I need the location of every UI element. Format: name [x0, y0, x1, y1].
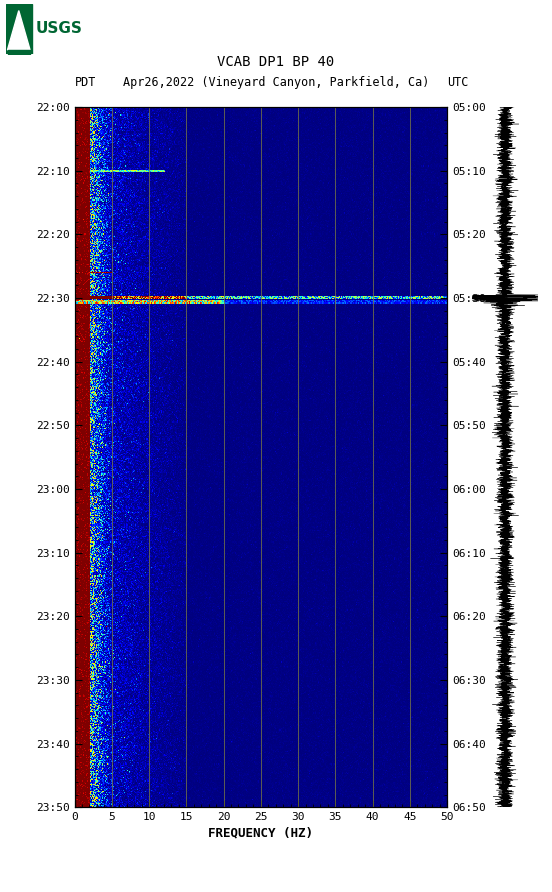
Text: USGS: USGS	[35, 21, 82, 37]
Text: Apr26,2022 (Vineyard Canyon, Parkfield, Ca): Apr26,2022 (Vineyard Canyon, Parkfield, …	[123, 76, 429, 89]
Polygon shape	[8, 11, 30, 50]
Text: VCAB DP1 BP 40: VCAB DP1 BP 40	[217, 55, 335, 70]
X-axis label: FREQUENCY (HZ): FREQUENCY (HZ)	[208, 826, 314, 839]
Text: PDT: PDT	[75, 76, 96, 89]
Text: UTC: UTC	[447, 76, 469, 89]
Bar	[6, 4, 32, 54]
